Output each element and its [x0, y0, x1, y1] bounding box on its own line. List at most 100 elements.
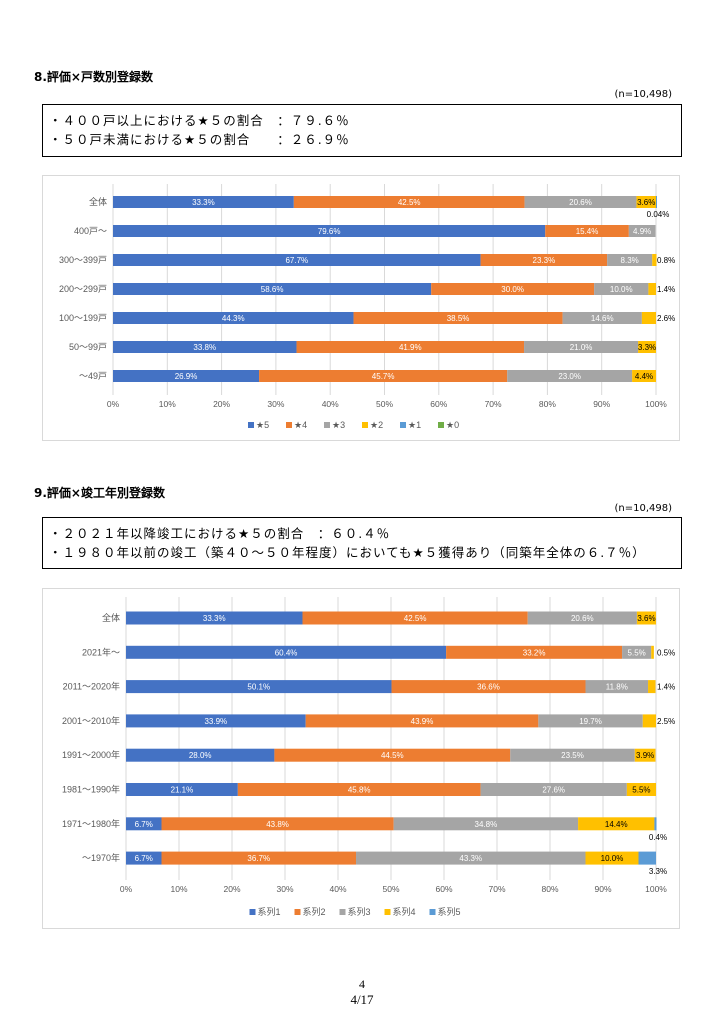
note: ・４００戸以上における★５の割合 ：７９.６％ — [49, 113, 350, 128]
bar-segment — [113, 283, 432, 295]
bar-segment — [648, 283, 656, 295]
category-label: 300～399戸 — [59, 255, 107, 265]
x-tick-label: 100% — [645, 884, 667, 894]
x-tick-label: 50% — [382, 884, 399, 894]
category-label: 1991～2000年 — [62, 749, 120, 760]
bar-segment — [393, 817, 579, 831]
data-label: 0.04% — [647, 210, 670, 219]
data-label: 43.9% — [411, 717, 434, 726]
data-label: 33.2% — [523, 648, 546, 657]
x-tick-label: 40% — [329, 884, 346, 894]
bar-segment — [126, 714, 306, 728]
bar-segment — [113, 312, 354, 324]
data-label: 36.7% — [247, 854, 270, 863]
page-count: 4/17 — [350, 992, 374, 1007]
legend-swatch — [438, 422, 444, 428]
note: ・５０戸未満における★５の割合 ：２６.９％ — [49, 132, 350, 147]
bar-segment — [652, 254, 657, 266]
category-label: 全体 — [89, 196, 107, 207]
bar-segment — [113, 225, 546, 237]
data-label: 10.0% — [601, 854, 624, 863]
data-label: 41.9% — [399, 343, 422, 352]
x-tick-label: 20% — [223, 884, 240, 894]
bar-segment — [126, 611, 303, 625]
category-label: 2001～2010年 — [62, 715, 120, 726]
bar-segment — [113, 341, 297, 353]
bar-segment — [585, 851, 639, 865]
legend-swatch — [248, 422, 254, 428]
data-label: 44.3% — [222, 314, 245, 323]
legend-swatch — [362, 422, 368, 428]
legend-label: 系列4 — [393, 906, 416, 917]
bar-segment — [161, 817, 394, 831]
bar-segment — [651, 645, 654, 659]
bar-segment — [632, 370, 656, 382]
data-label: 4.4% — [635, 372, 653, 381]
x-tick-label: 10% — [170, 884, 187, 894]
bar-segment — [524, 341, 639, 353]
data-label: 21.0% — [570, 343, 593, 352]
data-label: 43.8% — [266, 820, 289, 829]
bar-segment — [126, 645, 447, 659]
data-label: 2.6% — [657, 314, 675, 323]
bar-segment — [585, 680, 649, 694]
x-tick-label: 80% — [539, 399, 556, 409]
bar-segment — [126, 851, 162, 865]
bar-segment — [391, 680, 586, 694]
legend-label: 系列5 — [438, 906, 461, 917]
legend-swatch — [429, 909, 436, 915]
bar-segment — [126, 783, 238, 796]
summary-box-8: ・４００戸以上における★５の割合 ：７９.６％ ・５０戸未満における★５の割合 … — [42, 104, 682, 157]
data-label: 1.4% — [657, 285, 675, 294]
bar-segment — [293, 196, 525, 208]
sample-size: (n=10,498) — [614, 89, 672, 100]
data-label: 23.0% — [558, 372, 581, 381]
bar-segment — [607, 254, 653, 266]
category-label: 2011～2020年 — [63, 681, 120, 692]
bar-segment — [545, 225, 629, 237]
bar-segment — [446, 645, 623, 659]
data-label: 11.8% — [606, 683, 628, 692]
bar-segment — [622, 645, 652, 659]
data-label: 45.8% — [348, 786, 371, 795]
bar-segment — [274, 748, 511, 762]
data-label: 0.4% — [649, 833, 667, 842]
bar-segment — [113, 254, 481, 266]
x-tick-label: 50% — [376, 399, 393, 409]
category-label: 400戸～ — [74, 226, 107, 236]
x-tick-label: 20% — [213, 399, 230, 409]
legend-swatch — [294, 909, 301, 915]
bar-segment — [634, 748, 656, 762]
x-tick-label: 30% — [267, 399, 284, 409]
data-label: 3.3% — [649, 867, 667, 876]
bar-segment — [562, 312, 642, 324]
bar-segment — [641, 312, 656, 324]
bar-segment — [113, 370, 260, 382]
data-label: 20.6% — [571, 614, 594, 623]
legend-swatch — [384, 909, 391, 915]
chart-rating-by-year: 0% 10% 20% 30% 40% 50% 60% 70% 80% 90% 100% 全体 33.3%… — [42, 588, 680, 929]
bar-segment — [431, 283, 595, 295]
bar-segment — [237, 783, 481, 796]
category-label: 全体 — [102, 612, 120, 623]
category-label: 100～199戸 — [59, 313, 107, 323]
bar-segment — [126, 680, 392, 694]
bar-segment — [356, 851, 586, 865]
category-label: 1981～1990年 — [62, 784, 120, 795]
x-tick-label: 80% — [541, 884, 558, 894]
page-number: 4 — [359, 977, 365, 991]
data-label: 3.6% — [637, 614, 655, 623]
bar-segment — [161, 851, 357, 865]
section-8-heading: 8.評価×戸数別登録数 — [34, 70, 153, 84]
data-label: 28.0% — [189, 751, 212, 760]
legend-label: ★3 — [332, 420, 345, 430]
data-label: 58.6% — [261, 285, 284, 294]
data-label: 44.5% — [381, 751, 404, 760]
x-tick-label: 70% — [488, 884, 505, 894]
data-label: 43.3% — [459, 854, 482, 863]
bar-segment — [480, 254, 608, 266]
bar-segment — [638, 341, 656, 353]
data-label: 42.5% — [398, 198, 421, 207]
section-9-heading: 9.評価×竣工年別登録数 — [34, 486, 165, 500]
bar-segment — [524, 196, 637, 208]
